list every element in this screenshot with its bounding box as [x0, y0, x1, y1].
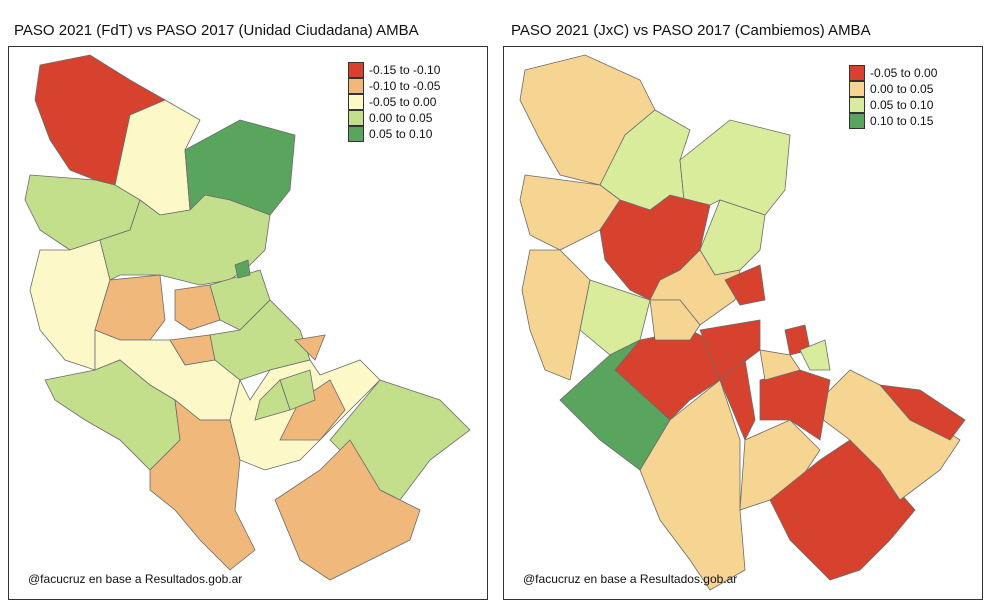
district [809, 369, 961, 501]
district [719, 359, 756, 441]
credit-left: @facucruz en base a Resultados.gob.ar [28, 572, 243, 586]
district [254, 379, 291, 421]
legend-item: -0.05 to 0.00 [849, 65, 937, 81]
map-left [24, 54, 471, 581]
legend-item: -0.05 to 0.00 [348, 94, 440, 110]
district [279, 379, 346, 441]
legend-item: -0.10 to -0.05 [348, 78, 440, 94]
district [521, 249, 591, 381]
legend-swatch [849, 97, 865, 113]
district [274, 439, 421, 581]
legend-swatch [348, 110, 364, 126]
legend-swatch [849, 81, 865, 97]
legend-swatch [849, 113, 865, 129]
credit-right: @facucruz en base a Resultados.gob.ar [523, 572, 738, 586]
district [769, 439, 916, 581]
district [149, 399, 256, 571]
legend-item: 0.00 to 0.05 [348, 110, 440, 126]
legend-swatch [348, 78, 364, 94]
district [174, 284, 221, 331]
legend-item: 0.00 to 0.05 [849, 81, 937, 97]
legend-swatch [849, 65, 865, 81]
legend-label: -0.05 to 0.00 [870, 66, 938, 80]
legend-label: 0.00 to 0.05 [870, 82, 934, 96]
district [234, 259, 251, 279]
district [759, 349, 801, 381]
legend-swatch [348, 94, 364, 110]
legend-label: 0.05 to 0.10 [870, 98, 934, 112]
district [879, 384, 966, 441]
legend-label: 0.05 to 0.10 [369, 127, 433, 141]
legend-item: 0.10 to 0.15 [849, 113, 937, 129]
legend-right: -0.05 to 0.00 0.00 to 0.05 0.05 to 0.10 … [849, 65, 937, 129]
legend-item: 0.05 to 0.10 [849, 97, 937, 113]
legend-left: -0.15 to -0.10 -0.10 to -0.05 -0.05 to 0… [348, 62, 440, 142]
map-title-left: PASO 2021 (FdT) vs PASO 2017 (Unidad Ciu… [14, 22, 419, 39]
district [294, 334, 326, 361]
district [679, 119, 791, 216]
district [519, 174, 621, 251]
legend-swatch [348, 62, 364, 78]
district [724, 264, 766, 306]
legend-item: 0.05 to 0.10 [348, 126, 440, 142]
legend-item: -0.15 to -0.10 [348, 62, 440, 78]
legend-label: 0.10 to 0.15 [870, 114, 934, 128]
map-title-right: PASO 2021 (JxC) vs PASO 2017 (Cambiemos)… [511, 22, 871, 39]
legend-label: -0.15 to -0.10 [369, 63, 441, 77]
district [799, 339, 831, 371]
legend-swatch [348, 126, 364, 142]
legend-label: 0.00 to 0.05 [369, 111, 433, 125]
legend-label: -0.10 to -0.05 [369, 79, 441, 93]
district [639, 379, 746, 591]
legend-label: -0.05 to 0.00 [369, 95, 437, 109]
map-right [519, 54, 966, 591]
district [649, 299, 701, 341]
